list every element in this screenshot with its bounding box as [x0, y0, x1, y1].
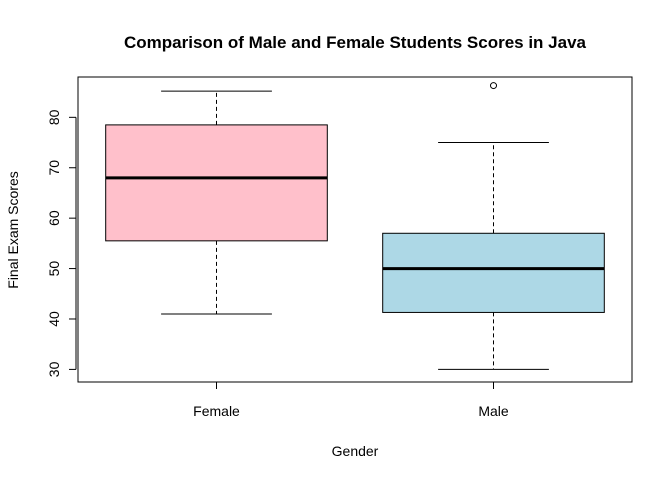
box-female: [105, 90, 328, 315]
box-iqr: [105, 124, 328, 242]
y-axis-label: Final Exam Scores: [5, 171, 21, 288]
x-axis-label: Gender: [332, 443, 379, 459]
y-tick-label: 60: [46, 210, 62, 226]
plot-frame: [77, 76, 633, 383]
y-tick-label: 70: [46, 160, 62, 176]
y-tick-label: 80: [46, 109, 62, 125]
box-male: [382, 82, 605, 370]
y-tick-label: 30: [46, 361, 62, 377]
boxes-layer: [105, 82, 605, 370]
y-tick-label: 50: [46, 261, 62, 277]
chart-title: Comparison of Male and Female Students S…: [124, 33, 587, 52]
y-axis: 30 40 50 60 70 80: [46, 109, 77, 377]
box-iqr: [382, 232, 605, 313]
outlier-point: [490, 82, 497, 90]
y-tick-label: 40: [46, 311, 62, 327]
x-axis: Female Male: [193, 382, 509, 419]
x-tick-label: Female: [193, 403, 240, 419]
x-tick-label: Male: [478, 403, 509, 419]
